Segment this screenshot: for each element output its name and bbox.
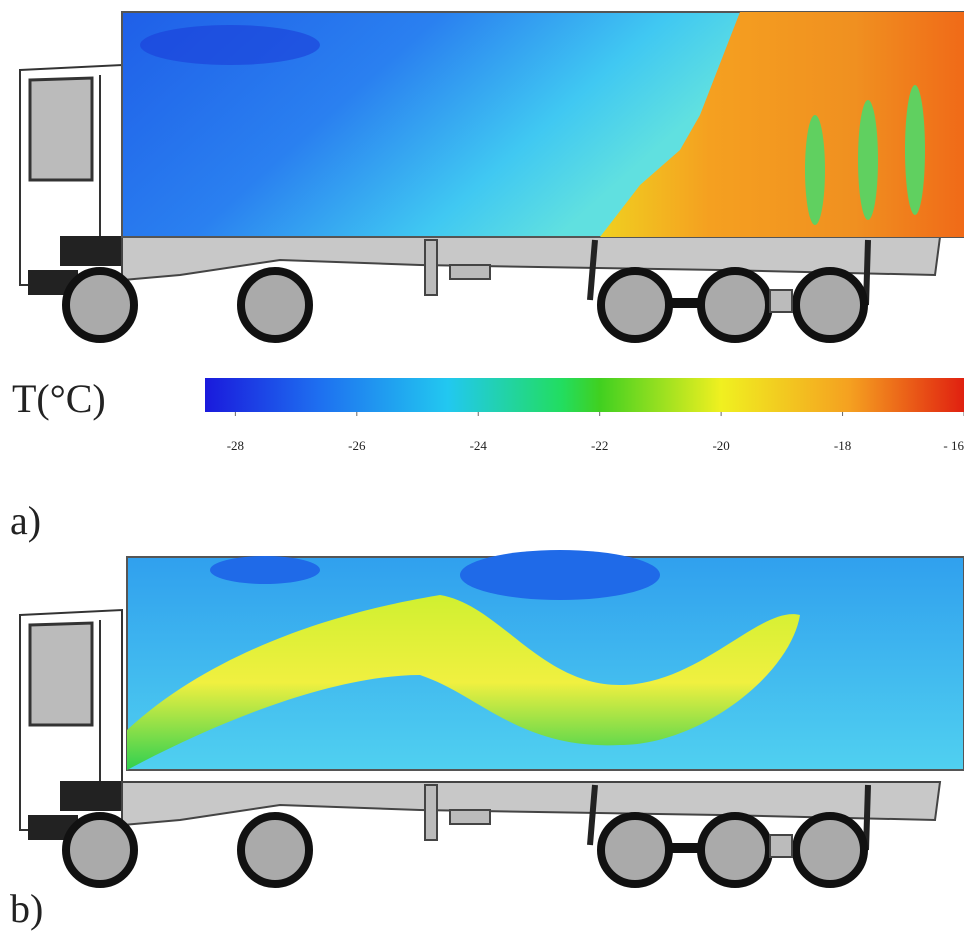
panel-a — [20, 11, 964, 339]
tick-label: -28 — [227, 438, 244, 453]
colorbar-gradient — [205, 378, 964, 412]
tick-label: -20 — [712, 438, 729, 453]
tick-label: -24 — [470, 438, 488, 453]
panel-label: a) — [10, 498, 41, 543]
tick-label: -18 — [834, 438, 851, 453]
tick-label: -26 — [348, 438, 366, 453]
panel-b — [20, 550, 964, 884]
panel-label: b) — [10, 886, 43, 931]
colorbar-label: T(°C) — [12, 376, 106, 421]
tick-label: - 16 — [943, 438, 964, 453]
colorbar: T(°C) -28 -26 -24 -22 -20 -18 - 16 — [12, 376, 964, 453]
tick-label: -22 — [591, 438, 608, 453]
